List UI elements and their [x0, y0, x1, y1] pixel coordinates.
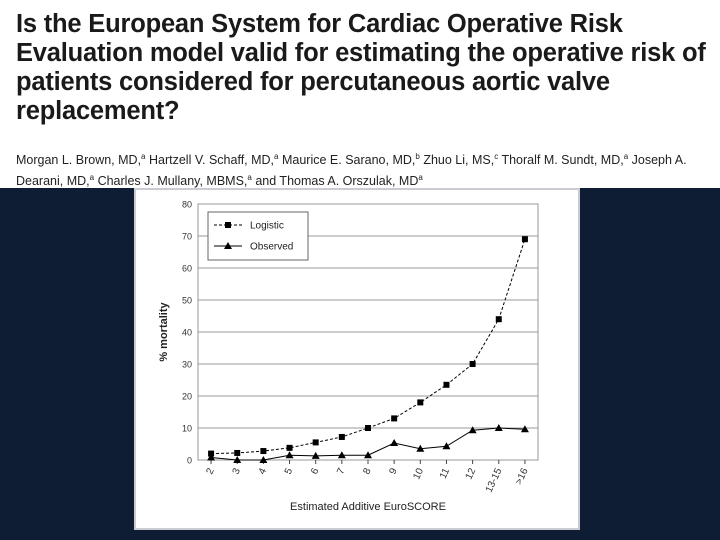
x-tick-label: 9 — [388, 466, 401, 476]
y-tick-label: 50 — [182, 296, 192, 306]
author-name: Zhuo Li, MS,c — [423, 152, 499, 168]
affiliation-mark: a — [89, 173, 95, 183]
data-point-logistic — [338, 433, 345, 440]
chart-figure: 0 10 20 30 40 50 60 70 80 2 3 4 5 6 7 8 9 10 11 12 13-15 >16 E… — [136, 190, 578, 528]
y-tick-label: 80 — [182, 200, 192, 210]
author-name: Charles J. Mullany, MBMS,a — [97, 173, 252, 189]
data-point-logistic — [469, 361, 476, 367]
author-name-text: Maurice E. Sarano, MD, — [281, 153, 416, 168]
x-tick-label: 8 — [361, 466, 374, 476]
data-point-observed — [494, 424, 503, 431]
y-tick-label: 40 — [182, 328, 192, 338]
data-point-observed — [390, 439, 399, 447]
data-point-observed — [285, 451, 294, 459]
paper-header: Is the European System for Cardiac Opera… — [0, 0, 720, 188]
affiliation-mark: a — [623, 152, 629, 161]
x-tick-label: 13-15 — [484, 466, 505, 494]
y-tick-label: 0 — [187, 456, 192, 466]
y-tick-label: 30 — [182, 360, 192, 370]
data-point-observed — [442, 442, 451, 450]
x-tick-label: 12 — [464, 466, 479, 481]
data-point-observed — [468, 426, 477, 434]
legend-marker-observed — [224, 242, 232, 249]
x-tick-label: 3 — [231, 466, 244, 476]
affiliation-mark: a — [141, 152, 146, 161]
author-name: Maurice E. Sarano, MD,b — [281, 152, 420, 168]
affiliation-mark: a — [418, 173, 423, 183]
author-name: Thoralf M. Sundt, MD,a — [501, 152, 629, 168]
affiliation-mark: a — [274, 152, 279, 161]
legend-box — [207, 211, 309, 261]
x-tick-label: 5 — [283, 466, 296, 476]
author-name-text: Morgan L. Brown, MD, — [16, 153, 142, 168]
data-point-observed — [233, 456, 242, 463]
author-name-text: Joseph A. Dearani, MD, — [16, 153, 687, 189]
y-tick-label: 70 — [182, 232, 192, 242]
y-tick-label: 10 — [182, 424, 192, 434]
data-point-logistic — [443, 381, 450, 388]
x-axis-label: Estimated Additive EuroSCORE — [290, 501, 446, 513]
y-tick-label: 60 — [182, 264, 192, 274]
data-point-observed — [259, 456, 268, 463]
affiliation-mark: b — [415, 152, 420, 161]
author-name: Hartzell V. Schaff, MD,a — [148, 152, 279, 168]
legend-marker-logistic — [225, 222, 231, 228]
author-name: Joseph A. Dearani, MD,a — [16, 153, 687, 188]
x-tick-label: 2 — [204, 466, 217, 476]
x-tick-label: 11 — [438, 466, 453, 480]
legend-entry-observed: Observed — [250, 242, 293, 253]
data-point-observed — [337, 451, 346, 459]
data-point-observed — [311, 451, 320, 459]
x-tick-label: 7 — [335, 466, 348, 476]
author-list: Morgan L. Brown, MD,a Hartzell V. Schaff… — [16, 148, 716, 190]
data-point-logistic — [260, 448, 267, 455]
data-point-logistic — [312, 439, 319, 446]
author-name-text: Charles J. Mullany, MBMS, — [97, 174, 248, 189]
affiliation-mark: a — [247, 173, 252, 183]
data-point-observed — [520, 425, 529, 433]
mortality-chart: 0 10 20 30 40 50 60 70 80 2 3 4 5 6 7 8 9 10 11 12 13-15 >16 E… — [158, 200, 539, 513]
data-point-observed — [364, 451, 372, 459]
x-tick-label: 4 — [257, 466, 270, 476]
y-axis-label: % mortality — [158, 301, 170, 361]
data-point-logistic — [391, 415, 398, 422]
data-point-logistic — [521, 236, 528, 243]
paper-title: Is the European System for Cardiac Opera… — [16, 10, 706, 125]
x-tick-label: 10 — [411, 466, 426, 481]
data-point-observed — [207, 453, 216, 461]
author-name-text: Hartzell V. Schaff, MD, — [148, 153, 275, 168]
data-point-logistic — [495, 316, 502, 323]
y-tick-label: 20 — [182, 392, 192, 402]
data-point-logistic — [417, 399, 424, 406]
series-line-logistic — [211, 239, 526, 455]
data-point-observed — [416, 444, 425, 452]
x-tick-label: >16 — [514, 466, 531, 486]
author-name: Morgan L. Brown, MD,a — [16, 152, 146, 168]
x-tick-label: 6 — [309, 466, 322, 476]
affiliation-mark: c — [494, 152, 499, 161]
author-name-text: Thoralf M. Sundt, MD, — [501, 153, 624, 168]
author-name-text: and Thomas A. Orszulak, MD — [255, 174, 419, 189]
author-name: and Thomas A. Orszulak, MDa — [255, 173, 423, 189]
legend-entry-logistic: Logistic — [250, 221, 284, 232]
data-point-logistic — [286, 444, 293, 451]
data-point-logistic — [234, 449, 241, 456]
data-point-logistic — [365, 425, 371, 431]
author-name-text: Zhuo Li, MS, — [423, 153, 495, 168]
